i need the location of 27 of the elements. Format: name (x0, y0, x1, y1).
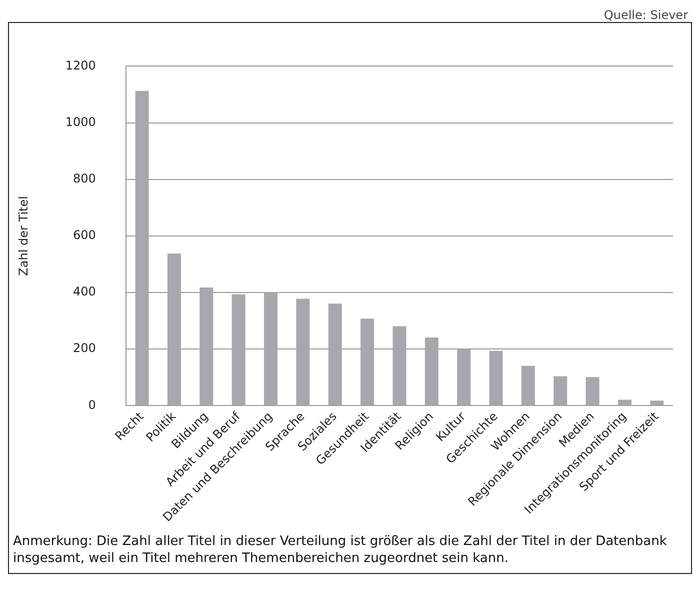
y-tick-label: 200 (73, 341, 96, 356)
bar (200, 287, 214, 406)
y-tick-label: 0 (88, 398, 96, 412)
bar (328, 304, 342, 406)
bar (296, 298, 310, 406)
y-tick-label: 600 (73, 228, 96, 242)
y-axis-title: Zahl der Titel (16, 196, 30, 276)
bar (360, 318, 374, 406)
y-tick-label: 1000 (65, 114, 96, 129)
bar (618, 400, 632, 406)
bar (167, 253, 181, 406)
bar (264, 292, 278, 406)
bar (521, 366, 535, 406)
bar (489, 350, 503, 406)
bar (135, 90, 149, 406)
y-tick-label: 400 (73, 284, 96, 299)
source-note: Quelle: Siever (602, 8, 689, 22)
y-tick-label: 800 (73, 171, 96, 186)
bar (650, 400, 664, 406)
y-tick-label: 1200 (65, 58, 96, 72)
bar (392, 326, 406, 406)
bar (554, 376, 568, 406)
bar (424, 338, 438, 406)
bar (457, 349, 471, 406)
bar (586, 377, 600, 406)
text: Anmerkung: Die Zahl aller Titel in dieser Verteilung ist größer als die Zahl der Titel in der Datenbank insgesamt, weil ein Titel mehreren Themenbereichen zugeordnet sein kann. (13, 533, 668, 567)
bar (232, 294, 246, 406)
